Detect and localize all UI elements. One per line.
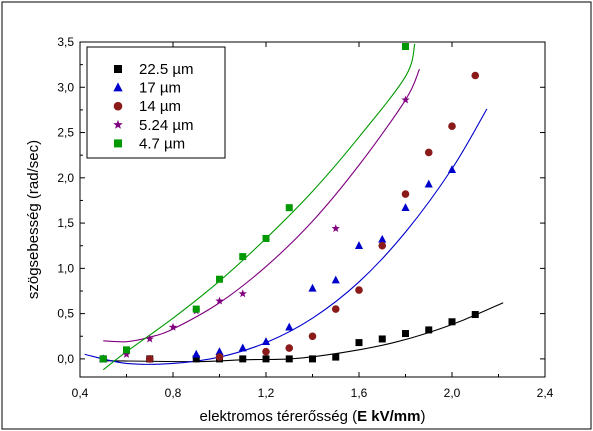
x-axis-title-suffix: ) [420, 408, 425, 425]
data-point-series-2 [471, 71, 480, 80]
data-point-series-0 [402, 330, 409, 338]
y-tick-label: 1,0 [57, 261, 74, 275]
data-point-series-2 [215, 353, 224, 361]
data-point-series-1 [261, 337, 271, 345]
data-point-series-0 [239, 355, 247, 363]
x-axis-title-prefix: elektromos térerősség ( [200, 408, 358, 425]
data-point-series-1 [378, 234, 387, 243]
data-point-series-0 [309, 355, 316, 363]
x-tick-label: 0,4 [72, 386, 89, 400]
data-point-series-2 [355, 286, 363, 294]
data-point-series-3 [122, 350, 131, 358]
legend-label: 17 µm [139, 80, 181, 97]
data-point-series-1 [424, 179, 433, 188]
fit-curve-series-3 [103, 68, 420, 343]
y-tick-label: 0,0 [57, 352, 74, 366]
data-point-series-3 [401, 95, 410, 104]
data-point-series-4 [239, 253, 247, 261]
data-point-series-2 [262, 347, 270, 356]
data-point-series-1 [215, 347, 224, 355]
y-tick-label: 3,0 [57, 80, 74, 94]
legend-label: 22.5 µm [139, 61, 194, 78]
data-point-series-3 [168, 322, 178, 331]
legend-label: 4.7 µm [139, 135, 185, 152]
legend-marker [114, 139, 122, 148]
x-axis-title-bold: E kV/mm [357, 408, 420, 425]
data-point-series-0 [378, 335, 386, 343]
x-tick-label: 2,4 [537, 386, 554, 400]
data-point-series-0 [192, 355, 200, 363]
data-point-series-2 [401, 190, 410, 198]
y-tick-label: 0,5 [57, 307, 74, 321]
fit-curve-series-1 [84, 108, 488, 365]
series-layer [84, 43, 504, 371]
data-point-series-1 [447, 165, 457, 173]
x-tick-label: 2,0 [444, 386, 461, 400]
legend-label: 5.24 µm [139, 117, 194, 134]
x-tick-label: 1,6 [351, 386, 368, 400]
legend-label: 14 µm [139, 98, 181, 115]
x-tick-label: 1,2 [258, 386, 275, 400]
data-point-series-1 [238, 343, 247, 352]
data-point-series-1 [308, 283, 317, 292]
data-point-series-2 [285, 344, 294, 352]
y-tick-label: 1,5 [57, 216, 74, 230]
data-point-series-0 [332, 353, 340, 361]
data-point-series-2 [331, 305, 340, 313]
data-point-series-4 [262, 234, 270, 242]
data-point-series-4 [402, 43, 409, 51]
legend-box [86, 46, 226, 159]
data-point-series-4 [99, 355, 107, 363]
data-point-series-4 [216, 275, 223, 283]
data-point-series-4 [285, 204, 293, 212]
data-point-series-1 [401, 203, 410, 211]
legend-marker [114, 65, 122, 73]
data-point-series-0 [448, 318, 456, 326]
data-point-series-0 [262, 355, 270, 363]
data-point-series-0 [425, 326, 433, 334]
data-point-series-2 [145, 355, 154, 363]
legend-marker [113, 119, 123, 129]
data-point-series-4 [123, 346, 130, 354]
data-point-series-2 [448, 122, 456, 131]
data-point-series-0 [285, 355, 293, 363]
data-point-series-3 [331, 224, 340, 233]
x-tick-label: 0,8 [165, 386, 182, 400]
data-point-series-0 [355, 339, 363, 347]
legend-marker [113, 101, 123, 111]
y-axis-title: szögsebesség (rad/sec) [25, 140, 42, 299]
data-point-series-3 [238, 289, 247, 298]
x-axis-title: elektromos térerősség (E kV/mm) [200, 408, 426, 425]
data-point-series-3 [145, 334, 154, 343]
axes: 0,4 0,8 1,2 1,6 2,0 2,4 0,0 0,5 1,0 1,5 2,0 2,5 3,0 3… [25, 35, 554, 425]
data-point-series-3 [215, 296, 224, 305]
data-point-series-0 [471, 311, 479, 319]
y-tick-label: 2,5 [57, 126, 74, 140]
legend-marker [113, 82, 123, 92]
data-point-series-2 [378, 241, 387, 250]
fit-curve-series-0 [103, 302, 504, 363]
y-tick-label: 2,0 [57, 171, 74, 185]
data-point-series-1 [331, 275, 340, 284]
data-point-series-1 [192, 349, 201, 358]
y-tick-label: 3,5 [57, 35, 74, 49]
data-point-series-1 [354, 241, 364, 250]
data-point-series-1 [285, 322, 294, 331]
data-point-series-4 [192, 305, 200, 313]
data-point-series-2 [424, 148, 433, 157]
data-point-series-2 [308, 332, 317, 341]
